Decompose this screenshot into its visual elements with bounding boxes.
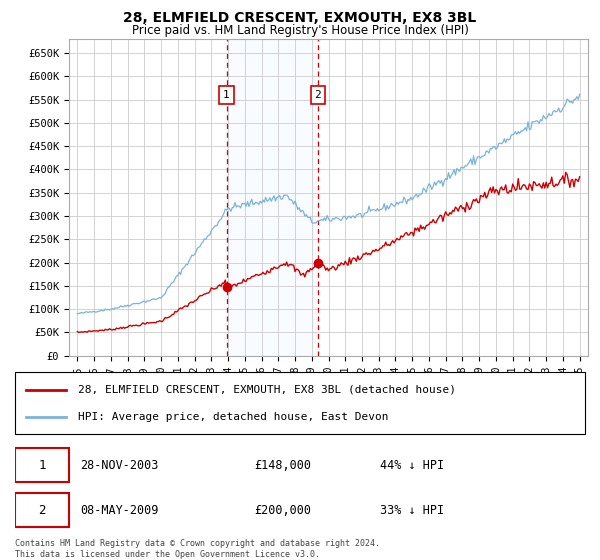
Text: £200,000: £200,000: [254, 503, 311, 516]
Text: 1: 1: [38, 459, 46, 472]
Text: Price paid vs. HM Land Registry's House Price Index (HPI): Price paid vs. HM Land Registry's House …: [131, 24, 469, 36]
FancyBboxPatch shape: [15, 372, 585, 434]
Text: 08-MAY-2009: 08-MAY-2009: [80, 503, 159, 516]
Bar: [227, 39, 318, 356]
FancyBboxPatch shape: [15, 448, 69, 482]
Text: HPI: Average price, detached house, East Devon: HPI: Average price, detached house, East…: [78, 412, 388, 422]
Text: 44% ↓ HPI: 44% ↓ HPI: [380, 459, 444, 472]
Text: Contains HM Land Registry data © Crown copyright and database right 2024.
This d: Contains HM Land Registry data © Crown c…: [15, 539, 380, 559]
FancyBboxPatch shape: [15, 493, 69, 527]
Text: 1: 1: [223, 90, 230, 100]
Text: 2: 2: [38, 503, 46, 516]
Text: 28, ELMFIELD CRESCENT, EXMOUTH, EX8 3BL: 28, ELMFIELD CRESCENT, EXMOUTH, EX8 3BL: [124, 11, 476, 25]
Text: £148,000: £148,000: [254, 459, 311, 472]
Text: 2: 2: [314, 90, 321, 100]
Text: 28-NOV-2003: 28-NOV-2003: [80, 459, 159, 472]
Text: 28, ELMFIELD CRESCENT, EXMOUTH, EX8 3BL (detached house): 28, ELMFIELD CRESCENT, EXMOUTH, EX8 3BL …: [78, 385, 456, 395]
Text: 33% ↓ HPI: 33% ↓ HPI: [380, 503, 444, 516]
